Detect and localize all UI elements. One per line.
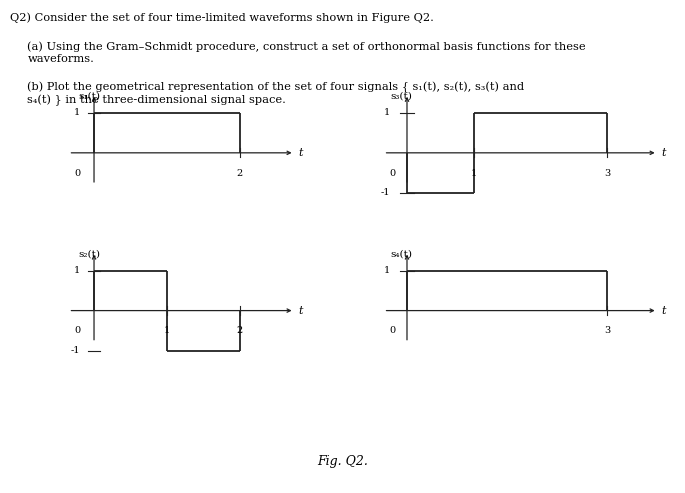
- Text: Q2) Consider the set of four time-limited waveforms shown in Figure Q2.: Q2) Consider the set of four time-limite…: [10, 12, 434, 23]
- Text: 0: 0: [75, 169, 81, 177]
- Text: (a) Using the Gram–Schmidt procedure, construct a set of orthonormal basis funct: (a) Using the Gram–Schmidt procedure, co…: [27, 42, 586, 64]
- Text: (b) Plot the geometrical representation of the set of four signals { s₁(t), s₂(t: (b) Plot the geometrical representation …: [27, 81, 525, 106]
- Text: t: t: [661, 148, 665, 158]
- Text: t: t: [298, 306, 303, 316]
- Text: 1: 1: [384, 266, 390, 275]
- Text: 1: 1: [471, 169, 477, 177]
- Text: 3: 3: [604, 326, 610, 335]
- Text: 0: 0: [75, 326, 81, 335]
- Text: 1: 1: [164, 326, 170, 335]
- Text: Fig. Q2.: Fig. Q2.: [317, 456, 368, 468]
- Text: 2: 2: [237, 169, 243, 177]
- Text: 2: 2: [237, 326, 243, 335]
- Text: 0: 0: [389, 326, 395, 335]
- Text: s₃(t): s₃(t): [390, 92, 412, 101]
- Text: 1: 1: [74, 266, 80, 275]
- Text: t: t: [661, 306, 665, 316]
- Text: s₄(t): s₄(t): [390, 249, 412, 258]
- Text: -1: -1: [71, 346, 80, 355]
- Text: -1: -1: [380, 188, 390, 197]
- Text: s₁(t): s₁(t): [78, 92, 100, 101]
- Text: 3: 3: [604, 169, 610, 177]
- Text: t: t: [298, 148, 303, 158]
- Text: s₂(t): s₂(t): [78, 249, 100, 258]
- Text: 1: 1: [384, 108, 390, 117]
- Text: 1: 1: [74, 108, 80, 117]
- Text: 0: 0: [389, 169, 395, 177]
